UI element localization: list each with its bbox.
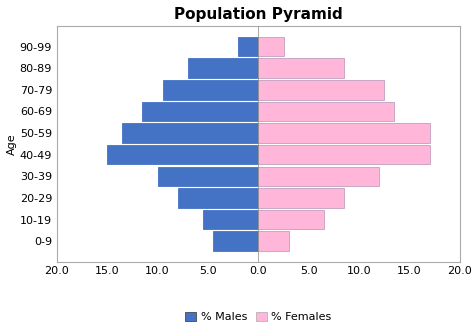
Bar (258, 37, 283, 56)
Y-axis label: Age: Age (7, 133, 17, 155)
Bar (258, 59, 344, 78)
Bar (178, 188, 258, 208)
Bar (157, 166, 258, 186)
Bar (258, 145, 429, 164)
Bar (258, 166, 379, 186)
Bar (238, 37, 258, 56)
Bar (163, 80, 258, 99)
Bar (258, 102, 394, 121)
Bar (188, 59, 258, 78)
Bar (258, 188, 344, 208)
Bar (258, 210, 324, 229)
Bar (258, 80, 384, 99)
Bar (107, 145, 258, 164)
Bar (213, 232, 258, 251)
Legend: % Males, % Females: % Males, % Females (181, 307, 336, 327)
Bar (122, 123, 258, 143)
Bar (258, 123, 429, 143)
Bar (258, 232, 289, 251)
Bar (143, 102, 258, 121)
Title: Population Pyramid: Population Pyramid (174, 7, 343, 22)
Bar (203, 210, 258, 229)
